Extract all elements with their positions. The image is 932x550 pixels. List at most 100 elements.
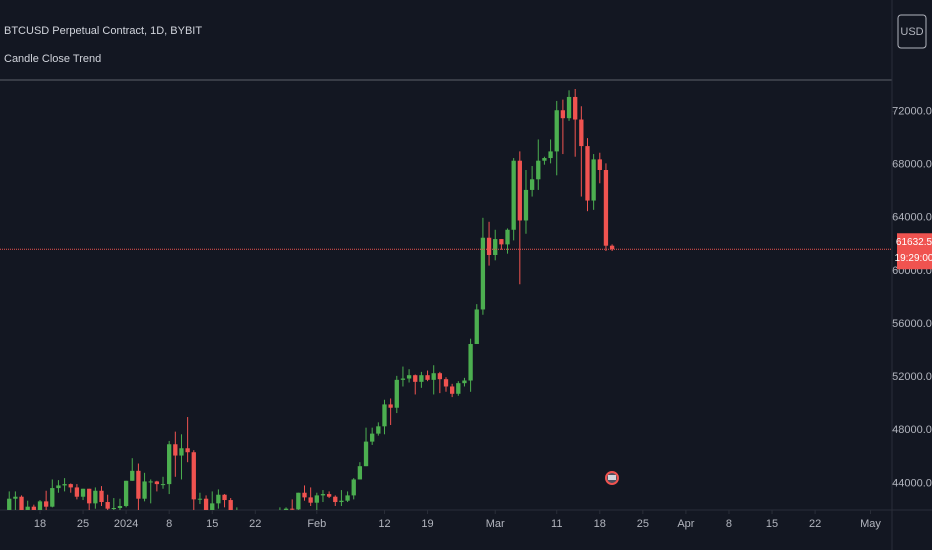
countdown-label: 19:29:00 bbox=[895, 253, 932, 264]
candle-body bbox=[191, 452, 196, 500]
x-tick-label: 25 bbox=[77, 518, 89, 530]
last-price-label: 61632.5 bbox=[896, 237, 932, 248]
candle-body bbox=[554, 110, 559, 152]
candle-body bbox=[7, 498, 12, 510]
candle-body bbox=[117, 506, 123, 509]
candle-body bbox=[216, 494, 221, 504]
candle-body bbox=[197, 498, 203, 500]
x-tick-label: Apr bbox=[677, 518, 694, 530]
candle-body bbox=[493, 239, 498, 255]
x-tick-label: 18 bbox=[34, 518, 46, 530]
candle-body bbox=[50, 488, 55, 507]
x-tick-label: 22 bbox=[249, 518, 261, 530]
candle-body bbox=[370, 433, 375, 442]
candle-body bbox=[523, 189, 529, 221]
candle-body bbox=[160, 484, 166, 486]
candle-body bbox=[326, 494, 332, 497]
candle-body bbox=[68, 484, 73, 488]
x-tick-label: 2024 bbox=[114, 518, 138, 530]
candle-body bbox=[179, 448, 184, 456]
currency-label[interactable]: USD bbox=[900, 26, 923, 38]
chart-title: BTCUSD Perpetual Contract, 1D, BYBIT bbox=[4, 25, 202, 37]
currency-button[interactable] bbox=[897, 14, 927, 49]
candle-body bbox=[486, 237, 492, 255]
candle-body bbox=[609, 245, 615, 250]
candle-body bbox=[597, 159, 602, 170]
candle-body bbox=[363, 441, 369, 467]
candle-body bbox=[536, 160, 541, 180]
candle-body bbox=[142, 481, 147, 499]
candle-body bbox=[62, 484, 67, 486]
candle-body bbox=[480, 237, 486, 310]
candle-body bbox=[302, 492, 307, 498]
candle-body bbox=[413, 375, 418, 382]
candle-body bbox=[591, 159, 596, 201]
candle-body bbox=[167, 444, 172, 485]
candle-body bbox=[548, 151, 553, 159]
candle-body bbox=[443, 379, 449, 387]
candle-body bbox=[585, 146, 590, 201]
indicator-name: Candle Close Trend bbox=[4, 53, 101, 65]
candle-body bbox=[105, 502, 110, 509]
candle-body bbox=[351, 479, 356, 496]
event-icon-glyph bbox=[608, 475, 616, 480]
candle-body bbox=[99, 490, 104, 503]
plot-area bbox=[0, 88, 892, 510]
axes: 44000.048000.052000.056000.060000.064000… bbox=[34, 105, 932, 530]
x-tick-label: 8 bbox=[166, 518, 172, 530]
candle-body bbox=[222, 494, 227, 501]
candle-body bbox=[382, 404, 387, 427]
x-tick-label: 22 bbox=[809, 518, 821, 530]
candle-body bbox=[31, 506, 36, 510]
candle-body bbox=[425, 375, 430, 380]
candle-body bbox=[505, 229, 510, 245]
candle-body bbox=[345, 495, 350, 501]
candle-body bbox=[511, 160, 516, 230]
x-tick-label: 19 bbox=[421, 518, 433, 530]
candle-body bbox=[185, 448, 190, 453]
candle-body bbox=[173, 444, 178, 456]
candle-body bbox=[542, 158, 547, 161]
candle-body bbox=[394, 379, 399, 408]
candle-body bbox=[290, 508, 295, 510]
x-tick-label: 11 bbox=[551, 518, 562, 530]
candle-body bbox=[74, 487, 80, 497]
candle-body bbox=[130, 470, 135, 481]
candle-body bbox=[283, 508, 289, 510]
x-tick-label: 8 bbox=[726, 518, 732, 530]
y-tick-label: 48000.0 bbox=[892, 424, 932, 436]
candle-body bbox=[456, 383, 461, 394]
x-tick-label: Mar bbox=[486, 518, 505, 530]
candle-body bbox=[431, 373, 436, 380]
candle-body bbox=[468, 343, 473, 381]
candle-body bbox=[388, 404, 393, 408]
candle-body bbox=[517, 160, 522, 221]
y-tick-label: 52000.0 bbox=[892, 371, 932, 383]
candle-body bbox=[376, 426, 381, 434]
candle-body bbox=[296, 492, 301, 510]
candle-body bbox=[123, 480, 129, 507]
candle-body bbox=[419, 375, 424, 382]
candle-body bbox=[437, 373, 443, 380]
candle-body bbox=[400, 378, 406, 380]
candle-body bbox=[111, 508, 116, 510]
candle-body bbox=[339, 500, 344, 503]
candle-body bbox=[499, 239, 504, 245]
candle-body bbox=[56, 485, 61, 489]
candle-body bbox=[474, 309, 479, 344]
candle-body bbox=[80, 488, 86, 497]
candle-body bbox=[560, 110, 566, 119]
candle-body bbox=[136, 470, 141, 499]
candle-body bbox=[333, 496, 338, 503]
candle-body bbox=[154, 481, 160, 485]
x-tick-label: 12 bbox=[378, 518, 390, 530]
candle-body bbox=[320, 494, 326, 496]
candle-body bbox=[308, 497, 313, 503]
candle-body bbox=[449, 386, 455, 394]
last-price-box bbox=[897, 233, 932, 270]
x-tick-label: 25 bbox=[637, 518, 649, 530]
candle-body bbox=[19, 496, 24, 510]
y-tick-label: 68000.0 bbox=[892, 159, 932, 171]
